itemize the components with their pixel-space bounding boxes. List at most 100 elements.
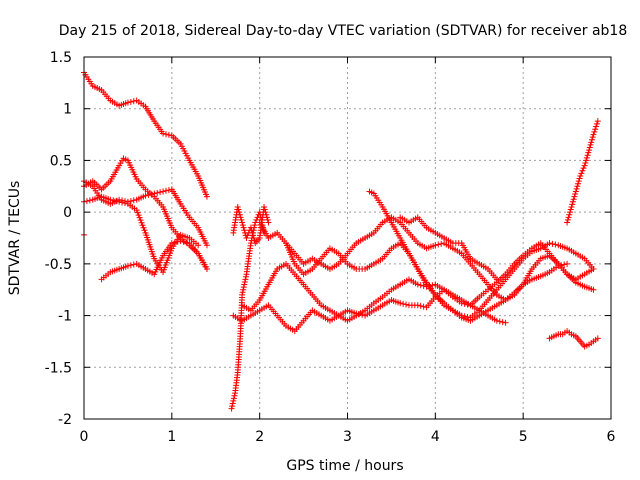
- data-point: [582, 160, 589, 167]
- data-point: [564, 219, 571, 226]
- data-point: [242, 273, 249, 280]
- y-tick-label: -1: [58, 309, 72, 325]
- x-tick-label: 1: [167, 429, 176, 445]
- data-point: [86, 197, 93, 204]
- data-point: [241, 281, 248, 288]
- data-point: [568, 203, 575, 210]
- x-tick-label: 5: [519, 429, 528, 445]
- data-point: [593, 123, 600, 130]
- series-arc-n: [397, 214, 500, 283]
- data-point: [583, 154, 590, 161]
- data-point: [203, 193, 210, 200]
- data-point: [116, 198, 123, 205]
- data-point: [564, 216, 571, 223]
- data-point: [165, 187, 172, 194]
- data-point: [574, 183, 581, 190]
- y-tick-label: -2: [58, 412, 72, 428]
- data-point: [239, 219, 246, 226]
- data-point: [236, 211, 243, 218]
- data-point: [592, 126, 599, 133]
- x-tick-label: 4: [431, 429, 440, 445]
- series-arc-a: [81, 69, 210, 200]
- data-point: [247, 224, 254, 231]
- data-point: [432, 242, 439, 249]
- data-point: [229, 400, 236, 407]
- data-point: [263, 214, 270, 221]
- series-arc-g: [228, 209, 268, 412]
- data-point: [124, 262, 131, 269]
- data-point: [590, 286, 597, 293]
- data-point: [403, 301, 410, 308]
- data-point: [240, 224, 247, 231]
- data-point: [251, 222, 258, 229]
- data-point: [107, 196, 114, 203]
- data-point: [248, 227, 255, 234]
- data-point: [231, 392, 238, 399]
- data-point: [493, 276, 500, 283]
- data-point: [110, 197, 117, 204]
- data-point: [127, 98, 134, 105]
- data-point: [579, 167, 586, 174]
- y-axis-label: SDTVAR / TECUs: [7, 181, 23, 296]
- data-point: [264, 216, 271, 223]
- data-point: [589, 134, 596, 141]
- axis-ticks: [83, 56, 612, 420]
- data-point: [261, 206, 268, 213]
- data-point: [195, 242, 202, 249]
- data-point: [420, 303, 427, 310]
- series-arc-d: [81, 193, 202, 276]
- series-arc-o: [546, 328, 601, 350]
- series-arc-p: [564, 118, 601, 226]
- data-point: [180, 238, 187, 245]
- data-point: [121, 200, 128, 207]
- data-point: [239, 291, 246, 298]
- data-point: [145, 191, 152, 198]
- data-point: [137, 217, 144, 224]
- data-point: [575, 180, 582, 187]
- data-point: [496, 318, 503, 325]
- data-point: [593, 120, 600, 127]
- data-point: [124, 99, 131, 106]
- series-arc-j: [239, 240, 597, 324]
- data-point: [586, 147, 593, 154]
- data-point: [237, 214, 244, 221]
- data-point: [591, 128, 598, 135]
- data-point: [461, 300, 468, 307]
- data-point: [241, 278, 248, 285]
- y-tick-label: 0.5: [50, 153, 72, 169]
- data-point: [174, 238, 181, 245]
- x-tick-label: 2: [255, 429, 264, 445]
- data-point: [240, 286, 247, 293]
- data-point: [130, 261, 137, 268]
- data-point: [160, 188, 167, 195]
- series-arc-b: [81, 155, 210, 273]
- data-point: [584, 152, 591, 159]
- y-tick-label: -1.5: [45, 360, 72, 376]
- data-point: [228, 405, 235, 412]
- data-point: [140, 224, 147, 231]
- data-point: [142, 192, 149, 199]
- data-point: [151, 190, 158, 197]
- data-point: [576, 175, 583, 182]
- data-point: [400, 300, 407, 307]
- data-point: [165, 131, 172, 138]
- data-point: [581, 162, 588, 169]
- data-point: [241, 227, 248, 234]
- data-point: [130, 197, 137, 204]
- data-point: [583, 157, 590, 164]
- data-point: [417, 302, 424, 309]
- data-point: [238, 216, 245, 223]
- x-axis-label: GPS time / hours: [286, 458, 403, 474]
- data-point: [133, 207, 140, 214]
- data-point: [139, 222, 146, 229]
- data-point: [590, 131, 597, 138]
- data-point: [127, 262, 134, 269]
- data-point: [203, 266, 210, 273]
- data-point: [569, 198, 576, 205]
- data-point: [234, 203, 241, 210]
- data-point: [177, 238, 184, 245]
- data-point: [249, 229, 256, 236]
- data-point: [567, 206, 574, 213]
- data-point: [414, 281, 421, 288]
- data-point: [261, 203, 268, 210]
